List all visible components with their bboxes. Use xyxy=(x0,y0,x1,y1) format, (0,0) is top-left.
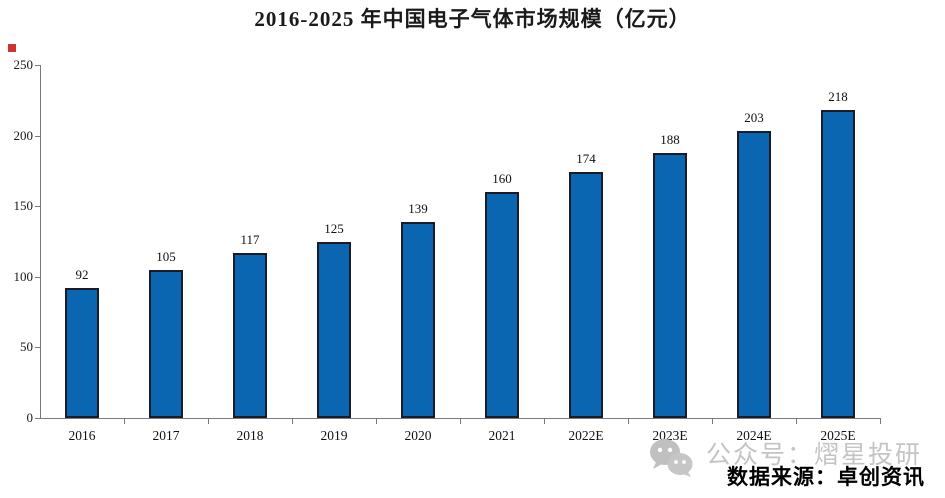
bar-2019 xyxy=(317,241,351,418)
bar-value-label: 218 xyxy=(828,89,848,105)
y-tick-label: 250 xyxy=(13,57,34,72)
y-tick-mark xyxy=(35,135,40,137)
x-tick-mark xyxy=(880,419,881,424)
x-axis-label-2018: 2018 xyxy=(236,428,264,443)
y-tick-label: 0 xyxy=(26,410,34,425)
red-marker xyxy=(8,44,16,52)
bar-2025E xyxy=(821,110,855,418)
x-tick-mark xyxy=(628,419,629,424)
bar-value-label: 174 xyxy=(576,151,596,167)
x-tick-mark xyxy=(712,419,713,424)
x-axis-label-2016: 2016 xyxy=(68,428,96,443)
x-tick-mark xyxy=(124,419,125,424)
bar-value-label: 139 xyxy=(408,200,428,216)
x-axis-label-2022E: 2022E xyxy=(568,428,604,443)
y-axis-line xyxy=(40,65,41,418)
bar-2018 xyxy=(233,252,267,418)
bar-value-label: 160 xyxy=(492,171,512,187)
x-tick-mark xyxy=(796,419,797,424)
bar-2020 xyxy=(401,221,435,418)
y-tick-label: 150 xyxy=(13,198,34,214)
y-tick-mark xyxy=(35,418,40,419)
y-tick-mark xyxy=(35,276,40,278)
x-tick-mark xyxy=(376,419,377,424)
x-tick-mark xyxy=(208,419,209,424)
bar-value-label: 105 xyxy=(156,248,176,264)
bar-2016 xyxy=(65,288,99,418)
x-axis-label-2020: 2020 xyxy=(404,428,432,443)
chart-title: 2016-2025 年中国电子气体市场规模（亿元） xyxy=(254,7,691,31)
x-axis-label-2021: 2021 xyxy=(488,428,516,443)
x-axis-label-2025E: 2025E xyxy=(820,428,856,443)
bar-2023E xyxy=(653,152,687,418)
bar-2021 xyxy=(485,192,519,418)
watermark: 公众号：熠星投研 xyxy=(648,438,922,478)
y-tick-label: 100 xyxy=(13,268,34,284)
y-tick-label: 200 xyxy=(13,127,34,143)
x-axis-label-2024E: 2024E xyxy=(736,428,772,443)
x-tick-mark xyxy=(292,419,293,424)
y-tick-mark xyxy=(35,347,40,349)
x-tick-mark xyxy=(460,419,461,424)
bar-2017 xyxy=(149,269,183,418)
source-note: 数据来源：卓创资讯 xyxy=(727,465,925,489)
x-axis-label-2017: 2017 xyxy=(152,428,180,443)
wechat-icon xyxy=(650,439,693,477)
bar-value-label: 203 xyxy=(744,110,764,126)
bar-value-label: 92 xyxy=(75,267,89,283)
bar-2022E xyxy=(569,172,603,418)
y-tick-mark xyxy=(35,206,40,208)
x-axis-label-2023E: 2023E xyxy=(652,428,688,443)
x-axis-label-2019: 2019 xyxy=(320,428,348,443)
y-tick-mark xyxy=(35,65,40,66)
bar-value-label: 188 xyxy=(660,131,680,147)
watermark-text: 公众号：熠星投研 xyxy=(706,441,923,469)
y-tick-label: 50 xyxy=(20,339,33,355)
bar-value-label: 117 xyxy=(240,231,260,247)
x-tick-mark xyxy=(544,419,545,424)
x-axis-line xyxy=(40,418,881,419)
bar-value-label: 125 xyxy=(324,220,344,236)
bar-2024E xyxy=(737,131,771,418)
